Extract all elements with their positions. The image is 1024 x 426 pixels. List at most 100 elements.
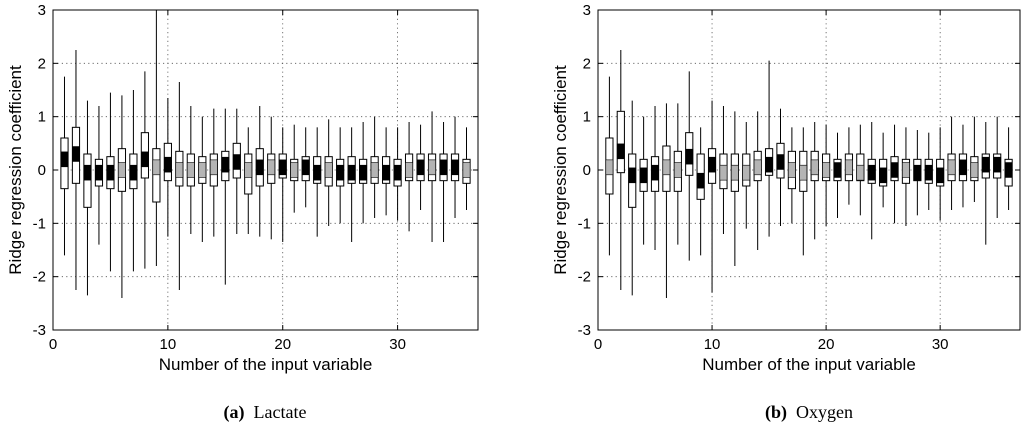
x-axis-title: Number of the input variable (702, 355, 916, 374)
boxplot-median-marker (902, 162, 910, 178)
boxplot-median-marker (833, 162, 842, 178)
x-tick-label: 0 (594, 336, 602, 353)
boxplot-item (639, 116, 648, 245)
boxplot-median-marker (221, 156, 230, 173)
boxplot-median-marker (175, 162, 184, 178)
boxplot-median-marker (393, 164, 402, 181)
boxplot-item (404, 122, 414, 232)
boxplot-median-marker (730, 164, 739, 181)
y-tick-label: 2 (38, 55, 46, 72)
boxplot-median-marker (347, 164, 356, 181)
x-axis-title: Number of the input variable (159, 355, 373, 374)
boxplot-item (94, 106, 104, 245)
y-tick-label: 3 (583, 2, 591, 19)
boxplot-median-marker (605, 159, 614, 176)
boxplot-series (605, 50, 1013, 298)
boxplot-median-marker (879, 167, 888, 184)
boxplot-item (163, 98, 172, 237)
y-axis-title: Ridge regression coefficient (551, 65, 570, 275)
boxplot-median-marker (129, 164, 138, 181)
boxplot-median-marker (822, 162, 831, 178)
boxplot-item (71, 50, 81, 290)
plot-frame (597, 9, 1021, 331)
boxplot-item (799, 127, 808, 256)
boxplot-series (60, 10, 471, 298)
boxplot-median-marker (95, 164, 103, 181)
x-tick-label: 0 (49, 336, 57, 353)
x-tick-label: 10 (704, 336, 721, 353)
boxplot-item (450, 116, 460, 218)
x-tick-label: 20 (274, 336, 291, 353)
boxplot-median-marker (981, 156, 990, 173)
boxplot-item (370, 116, 379, 218)
panel-caption: (a) Lactate (224, 402, 307, 423)
boxplot-median-marker (60, 151, 69, 168)
boxplot-median-marker (673, 162, 682, 178)
boxplot-median-marker (405, 162, 413, 178)
y-tick-label: 1 (38, 109, 46, 126)
boxplot-median-marker (719, 164, 728, 181)
y-tick-label: -1 (578, 215, 591, 232)
boxplot-median-marker (993, 156, 1002, 173)
boxplot-median-marker (428, 159, 436, 176)
boxplot-item (301, 127, 310, 208)
boxplot-item (462, 127, 471, 210)
boxplot-item (605, 76, 614, 256)
boxplot-item (742, 122, 751, 229)
boxplot-item (83, 100, 92, 296)
boxplot-median-marker (278, 159, 287, 176)
boxplot-median-marker (186, 162, 195, 178)
boxplot-median-marker (301, 159, 310, 176)
boxplot-item (993, 116, 1002, 218)
boxplot-item (707, 100, 717, 293)
caption-label: (a) (224, 402, 245, 423)
boxplot-item (616, 50, 625, 290)
boxplot-median-marker (651, 164, 659, 181)
caption-text: Lactate (254, 402, 307, 422)
boxplot-item (175, 82, 184, 290)
boxplot-item (662, 103, 671, 298)
y-tick-label: 2 (583, 55, 591, 72)
boxplot-item (764, 60, 774, 237)
grid (598, 10, 1020, 330)
boxplot-median-marker (198, 162, 207, 178)
boxplot-item (856, 124, 865, 216)
boxplot-item (336, 127, 345, 224)
boxplot-item (970, 116, 979, 202)
boxplot-median-marker (867, 164, 876, 181)
boxplot-item (913, 130, 922, 216)
boxplot-item (787, 127, 796, 224)
boxplot-median-marker (370, 162, 379, 178)
boxplot-median-marker (765, 156, 773, 173)
x-tick-label: 30 (389, 336, 406, 353)
boxplot-median-marker (359, 164, 368, 181)
boxplot-item (822, 124, 831, 226)
boxplot-median-marker (810, 159, 819, 176)
boxplot-median-marker (799, 164, 808, 181)
boxplot-median-marker (324, 162, 333, 178)
boxplot-item (416, 124, 425, 210)
grid (53, 10, 478, 330)
boxplot-median-marker (152, 159, 161, 176)
boxplot-item (628, 100, 637, 296)
boxplot-item (730, 111, 739, 266)
boxplot-item (958, 124, 968, 208)
boxplot-item (833, 132, 842, 218)
boxplot-item (232, 108, 241, 234)
boxplot-median-marker (639, 167, 648, 184)
boxplot-box (616, 110, 625, 174)
boxplot-median-marker (382, 164, 391, 181)
x-tick-label: 30 (932, 336, 949, 353)
boxplot-median-marker (845, 159, 853, 176)
x-tick-label: 20 (818, 336, 835, 353)
x-tick-label: 10 (160, 336, 177, 353)
boxplot-median-marker (290, 162, 299, 178)
boxplot-box (152, 148, 161, 203)
boxplot-median-marker (451, 159, 459, 176)
boxplot-median-marker (913, 164, 922, 181)
boxplot-median-marker (742, 164, 751, 181)
boxplot-item (60, 76, 69, 256)
boxplot-median-marker (244, 162, 253, 178)
